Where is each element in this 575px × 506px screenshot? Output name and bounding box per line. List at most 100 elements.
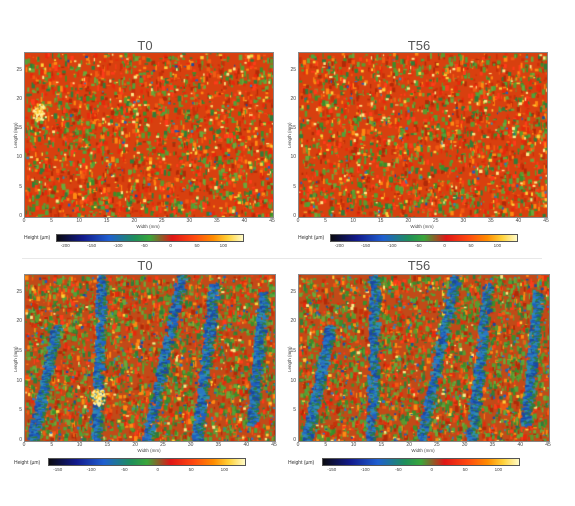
x-tick-label: 15 (378, 442, 385, 448)
x-tick-label: 5 (324, 218, 327, 224)
colorbar (48, 458, 246, 466)
colorbar-tick-label: -150 (87, 243, 97, 248)
x-tick-label: 20 (132, 442, 138, 448)
y-tick-label: 5 (19, 183, 22, 190)
colorbar-tick-label: -50 (121, 467, 128, 472)
y-tick-label: 25 (290, 66, 296, 73)
colorbar-tick-label: 50 (462, 467, 468, 472)
colorbar-tick-label: -150 (327, 467, 337, 472)
colorbar-tick-label: -150 (53, 467, 63, 472)
x-tick-label: 40 (517, 442, 523, 448)
y-tick-label: 25 (16, 66, 22, 73)
x-tick-label: 45 (271, 442, 277, 448)
x-tick-label: 5 (50, 442, 54, 448)
y-tick-label: 10 (290, 154, 296, 161)
x-tick-label: 25 (432, 218, 439, 224)
x-tick-label: 10 (350, 218, 356, 224)
y-tick-label: 5 (293, 183, 296, 190)
y-tick-label: 0 (293, 437, 296, 443)
x-tick-label: 45 (545, 442, 551, 448)
x-axis-label: Width (mm) (137, 448, 161, 453)
height-map-image (24, 274, 276, 442)
y-tick-label: 0 (19, 437, 22, 443)
colorbar-tick-label: -50 (415, 243, 422, 248)
x-tick-label: 10 (76, 442, 83, 448)
colorbar-label: Height (µm) (24, 235, 51, 241)
x-tick-label: 20 (131, 218, 137, 224)
colorbar-tick-label: -100 (387, 243, 397, 248)
colorbar-tick-label: 50 (194, 243, 200, 248)
x-tick-label: 10 (350, 442, 357, 448)
x-axis-label: Width (mm) (411, 448, 435, 453)
x-tick-label: 0 (22, 218, 26, 224)
x-tick-label: 25 (158, 218, 165, 224)
x-tick-label: 40 (243, 442, 249, 448)
x-tick-label: 15 (377, 218, 384, 224)
y-tick-label: 5 (19, 407, 22, 414)
row-divider (22, 258, 542, 259)
x-axis-label: Width (mm) (410, 224, 434, 229)
y-tick-label: 10 (290, 377, 296, 384)
colorbar-tick-label: -100 (86, 467, 96, 472)
x-tick-label: 30 (187, 442, 194, 448)
y-tick-label: 15 (16, 348, 22, 355)
x-tick-label: 0 (296, 442, 300, 448)
colorbar (322, 458, 520, 466)
y-tick-label: 15 (290, 348, 296, 355)
colorbar-tick-label: 0 (430, 467, 433, 472)
colorbar-tick-label: -100 (360, 467, 370, 472)
colorbar-tick-label: 0 (156, 467, 159, 472)
y-tick-label: 20 (16, 95, 22, 102)
colorbar-label: Height (µm) (288, 460, 315, 466)
x-tick-label: 30 (461, 442, 468, 448)
colorbar-tick-label: 100 (220, 467, 229, 472)
colorbar-tick-label: 50 (188, 467, 194, 472)
colorbar (330, 234, 518, 242)
y-tick-label: 0 (19, 213, 22, 219)
colorbar-tick-label: -200 (334, 243, 344, 248)
panel-title: T56 (407, 38, 431, 53)
colorbar-tick-label: 100 (494, 467, 503, 472)
y-tick-label: 25 (290, 288, 296, 295)
x-tick-label: 45 (269, 218, 275, 224)
height-map-image (298, 274, 550, 442)
colorbar-tick-label: -150 (361, 243, 371, 248)
y-tick-label: 10 (16, 154, 22, 161)
x-tick-label: 15 (104, 442, 111, 448)
colorbar-label: Height (µm) (298, 235, 325, 241)
colorbar-tick-label: -100 (113, 243, 123, 248)
y-tick-label: 15 (290, 125, 296, 132)
colorbar-tick-label: -200 (60, 243, 70, 248)
x-tick-label: 5 (50, 218, 53, 224)
height-map-image (24, 52, 274, 218)
x-tick-label: 10 (76, 218, 82, 224)
x-tick-label: 40 (241, 218, 248, 224)
y-tick-label: 15 (16, 125, 22, 132)
y-tick-label: 20 (16, 318, 22, 325)
colorbar-tick-label: 100 (219, 243, 228, 248)
x-tick-label: 30 (186, 218, 193, 224)
y-tick-label: 20 (290, 95, 296, 102)
x-tick-label: 25 (434, 442, 440, 448)
y-tick-label: 5 (293, 407, 296, 414)
x-tick-label: 45 (543, 218, 549, 224)
panel-title: T0 (137, 258, 153, 273)
x-tick-label: 35 (488, 218, 494, 224)
x-tick-label: 0 (296, 218, 300, 224)
x-tick-label: 30 (460, 218, 467, 224)
colorbar-tick-label: -50 (395, 467, 402, 472)
x-tick-label: 20 (406, 442, 412, 448)
y-tick-label: 10 (16, 377, 22, 384)
y-tick-label: 25 (16, 288, 22, 295)
x-tick-label: 35 (489, 442, 496, 448)
panel-title: T56 (407, 258, 431, 273)
colorbar-tick-label: 100 (493, 243, 502, 248)
colorbar-tick-label: -50 (141, 243, 148, 248)
x-tick-label: 5 (324, 442, 328, 448)
x-tick-label: 20 (405, 218, 411, 224)
colorbar-tick-label: 50 (468, 243, 474, 248)
